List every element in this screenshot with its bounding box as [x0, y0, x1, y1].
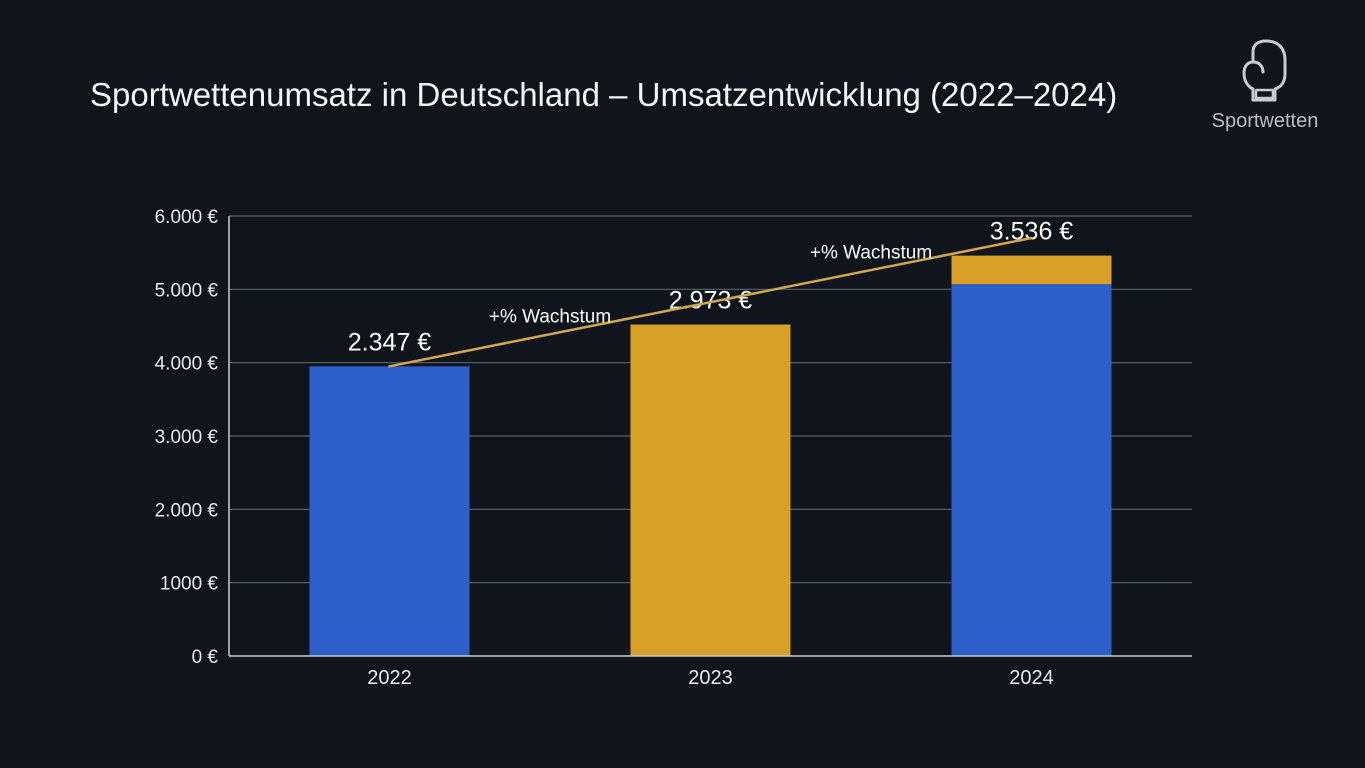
x-tick-label: 2023: [688, 667, 733, 689]
y-tick-label: 6.000 €: [155, 207, 219, 228]
x-tick-label: 2024: [1009, 667, 1054, 689]
y-tick-label: 4.000 €: [155, 354, 219, 375]
y-tick-label: 2.000 €: [155, 500, 219, 521]
bar-2023-segment-1: [630, 324, 791, 656]
growth-annotation: +% Wachstum: [489, 306, 611, 327]
y-tick-label: 1000 €: [160, 574, 219, 595]
data-label-2022: 2.347 €: [348, 328, 432, 356]
brand-badge: Sportwetten: [1200, 38, 1330, 133]
bar-2022-segment-1: [309, 366, 470, 656]
trend-line: [388, 236, 1033, 368]
data-label-2024: 3.536 €: [990, 218, 1074, 246]
bar-2024-segment-2: [951, 255, 1112, 285]
growth-annotation: +% Wachstum: [810, 243, 932, 264]
x-tick-label: 2022: [367, 667, 412, 689]
bar-2024-segment-1: [951, 284, 1112, 656]
chart-title: Sportwettenumsatz in Deutschland – Umsat…: [90, 76, 1118, 113]
y-tick-label: 3.000 €: [155, 427, 219, 448]
boxing-glove-icon: [1242, 39, 1287, 102]
y-tick-label: 0 €: [192, 647, 219, 668]
data-label-2023: 2.973 €: [669, 287, 753, 315]
y-tick-label: 5.000 €: [155, 280, 219, 301]
brand-label: Sportwetten: [1211, 110, 1319, 132]
